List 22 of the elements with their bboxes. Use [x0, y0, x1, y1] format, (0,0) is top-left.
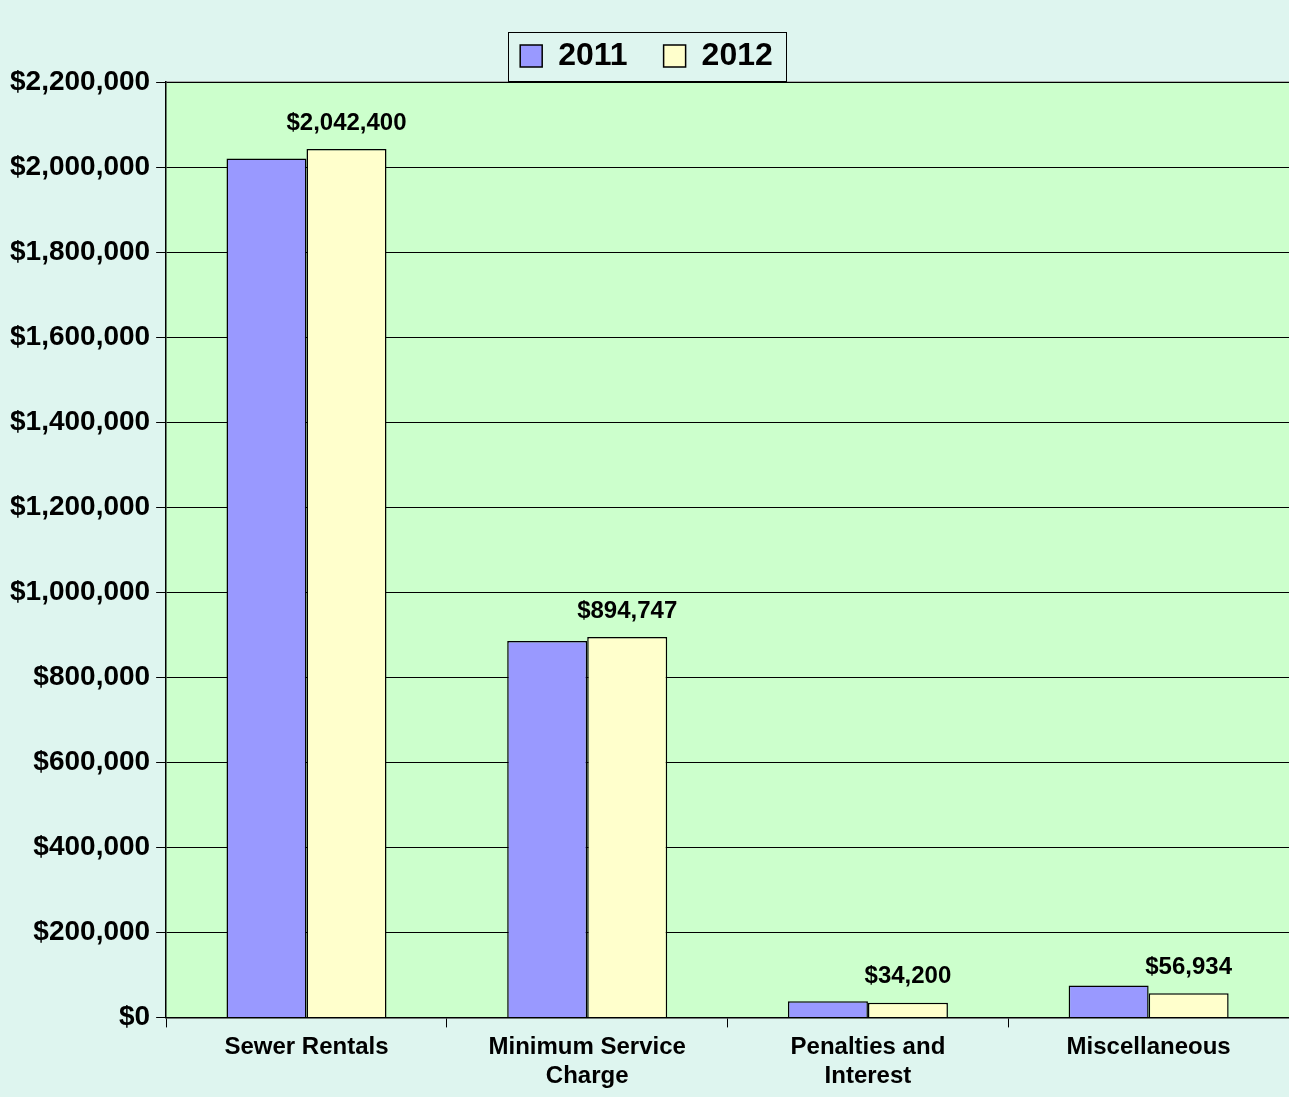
y-tick-label: $0	[118, 1000, 151, 1032]
y-tick-label: $1,200,000	[10, 489, 151, 521]
y-tick-label: $1,400,000	[10, 404, 151, 436]
y-tick-label: $800,000	[33, 659, 151, 691]
y-tick-label: $2,200,000	[10, 64, 151, 96]
y-tick-label: $1,800,000	[10, 234, 151, 266]
x-tick-label: Minimum Service Charge	[488, 1032, 686, 1089]
y-tick-label: $200,000	[33, 915, 151, 947]
y-tick-label: $1,600,000	[10, 319, 151, 351]
y-tick-label: $1,000,000	[10, 574, 151, 606]
data-label: $34,200	[864, 961, 952, 989]
data-label: $2,042,400	[286, 107, 407, 135]
y-tick-label: $400,000	[33, 830, 151, 862]
legend-label: 2011	[558, 35, 628, 72]
data-label: $56,934	[1145, 951, 1233, 979]
x-tick-label: Penalties and Interest	[790, 1032, 946, 1089]
data-label: $894,747	[577, 595, 678, 623]
y-tick-label: $600,000	[33, 745, 151, 777]
y-tick-label: $2,000,000	[10, 149, 151, 181]
x-tick-label: Miscellaneous	[1066, 1032, 1231, 1060]
legend-label: 2012	[701, 35, 773, 72]
x-tick-label: Sewer Rentals	[224, 1032, 389, 1060]
